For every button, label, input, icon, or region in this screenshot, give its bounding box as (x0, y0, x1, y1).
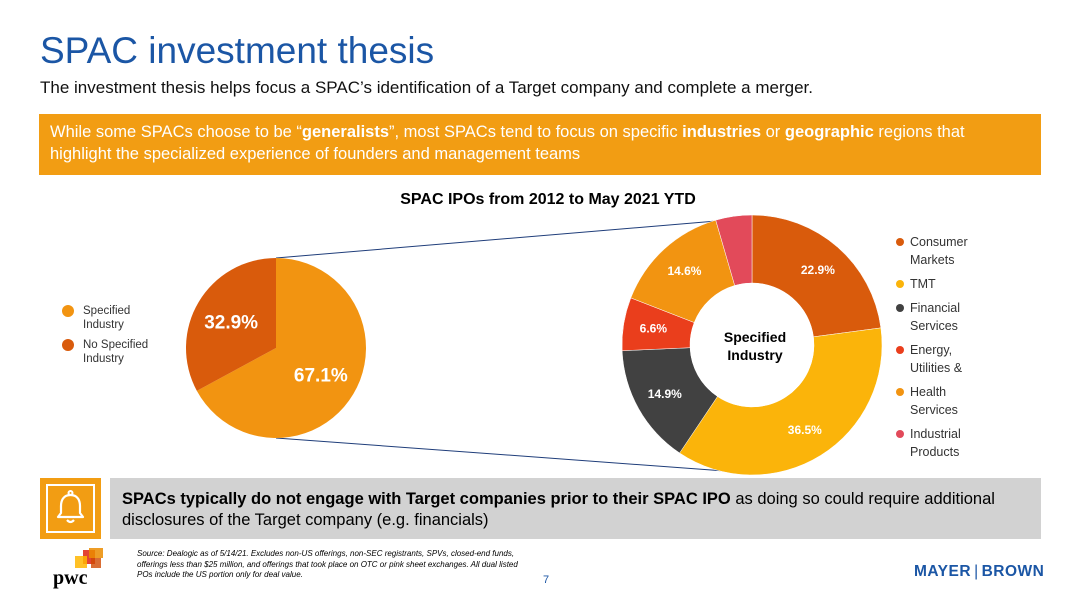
legend-dot-no-specified (62, 339, 74, 351)
legend-dot-specified (62, 305, 74, 317)
highlight-text-2: ”, most SPACs tend to focus on specific (389, 123, 683, 141)
highlight-text-4: regions that highlight the specialized e… (50, 123, 965, 163)
bell-icon (56, 490, 85, 524)
legend-item-financial: Financial Services (896, 299, 985, 339)
donut-slice-energy-utilities (621, 297, 695, 351)
note-text: as doing so could require additional dis… (122, 490, 995, 529)
donut-label-financial-services: 14.9% (648, 387, 682, 401)
pwc-logo: pwc (51, 548, 111, 593)
legend-dot-industrial (896, 430, 904, 438)
note-icon-box (40, 478, 101, 539)
legend-dot-health (896, 388, 904, 396)
donut-label-health-services: 14.6% (667, 264, 701, 278)
donut-label-consumer-markets: 22.9% (801, 263, 835, 277)
legend-item-energy: Energy, Utilities & (896, 341, 985, 381)
mayer-brown-logo-a: MAYER (914, 563, 972, 580)
mayer-brown-logo-separator: | (974, 563, 979, 580)
pwc-logo-mark (75, 548, 103, 568)
pie-label-specified-industry: 67.1% (294, 366, 348, 387)
legend-item-specified: Specified Industry (62, 304, 163, 332)
legend-item-consumer: Consumer Markets (896, 233, 985, 273)
legend-label-tmt: TMT (910, 277, 936, 291)
highlight-box: While some SPACs choose to be “generalis… (39, 114, 1041, 175)
note-icon-frame (46, 484, 95, 533)
legend-label-energy: Energy, Utilities & (910, 343, 963, 375)
donut-center-label: Specified Industry (723, 329, 787, 363)
legend-label-financial: Financial Services (910, 301, 961, 333)
page-subtitle: The investment thesis helps focus a SPAC… (40, 78, 813, 97)
legend-label-industrial: Industrial Products (910, 427, 961, 459)
mayer-brown-logo-b: BROWN (981, 563, 1045, 580)
legend-label-no-specified: No Specified Industry (83, 339, 149, 365)
right-legend: Consumer Markets TMT Financial Services … (896, 233, 985, 467)
donut-label-energy-utilities: 6.6% (640, 322, 668, 336)
legend-label-health: Health Services (910, 385, 958, 417)
legend-item-tmt: TMT (896, 275, 985, 297)
page-number: 7 (543, 574, 550, 586)
donut-label-tmt: 36.5% (788, 423, 822, 437)
note-box: SPACs typically do not engage with Targe… (110, 478, 1041, 539)
highlight-bold-1: generalists (301, 123, 390, 141)
connector-line-top (275, 217, 753, 259)
highlight-bold-2: industries (682, 123, 762, 141)
donut-slice-health-services (630, 219, 736, 323)
pie-slice-no-specified-industry (185, 258, 276, 391)
page-title: SPAC investment thesis (40, 30, 435, 71)
chart-title: SPAC IPOs from 2012 to May 2021 YTD (400, 191, 696, 208)
legend-label-consumer: Consumer Markets (910, 235, 968, 267)
highlight-text-1: While some SPACs choose to be “ (50, 123, 302, 141)
legend-dot-financial (896, 304, 904, 312)
pie-slice-specified-industry (196, 258, 366, 438)
source-note: Source: Dealogic as of 5/14/21. Excludes… (137, 549, 518, 579)
legend-item-industrial: Industrial Products (896, 425, 985, 465)
note-bold-text: SPACs typically do not engage with Targe… (122, 490, 731, 508)
pie-label-no-specified-industry: 32.9% (204, 312, 258, 333)
highlight-bold-3: geographic (784, 123, 874, 141)
donut-slice-financial-services (621, 347, 718, 454)
highlight-text-3: or (761, 123, 785, 141)
donut-slice-consumer-markets (751, 214, 882, 338)
connector-line-bottom (275, 437, 753, 474)
left-legend: Specified Industry No Specified Industry (62, 304, 163, 372)
legend-item-no-specified: No Specified Industry (62, 338, 163, 366)
legend-dot-energy (896, 346, 904, 354)
pwc-logo-text: pwc (53, 567, 88, 589)
legend-label-specified: Specified Industry (83, 305, 131, 331)
mayer-brown-logo: MAYER | BROWN (914, 563, 1044, 581)
donut-slice-industrial-products (715, 214, 753, 286)
legend-item-health: Health Services (896, 383, 985, 423)
legend-dot-tmt (896, 280, 904, 288)
legend-dot-consumer (896, 238, 904, 246)
